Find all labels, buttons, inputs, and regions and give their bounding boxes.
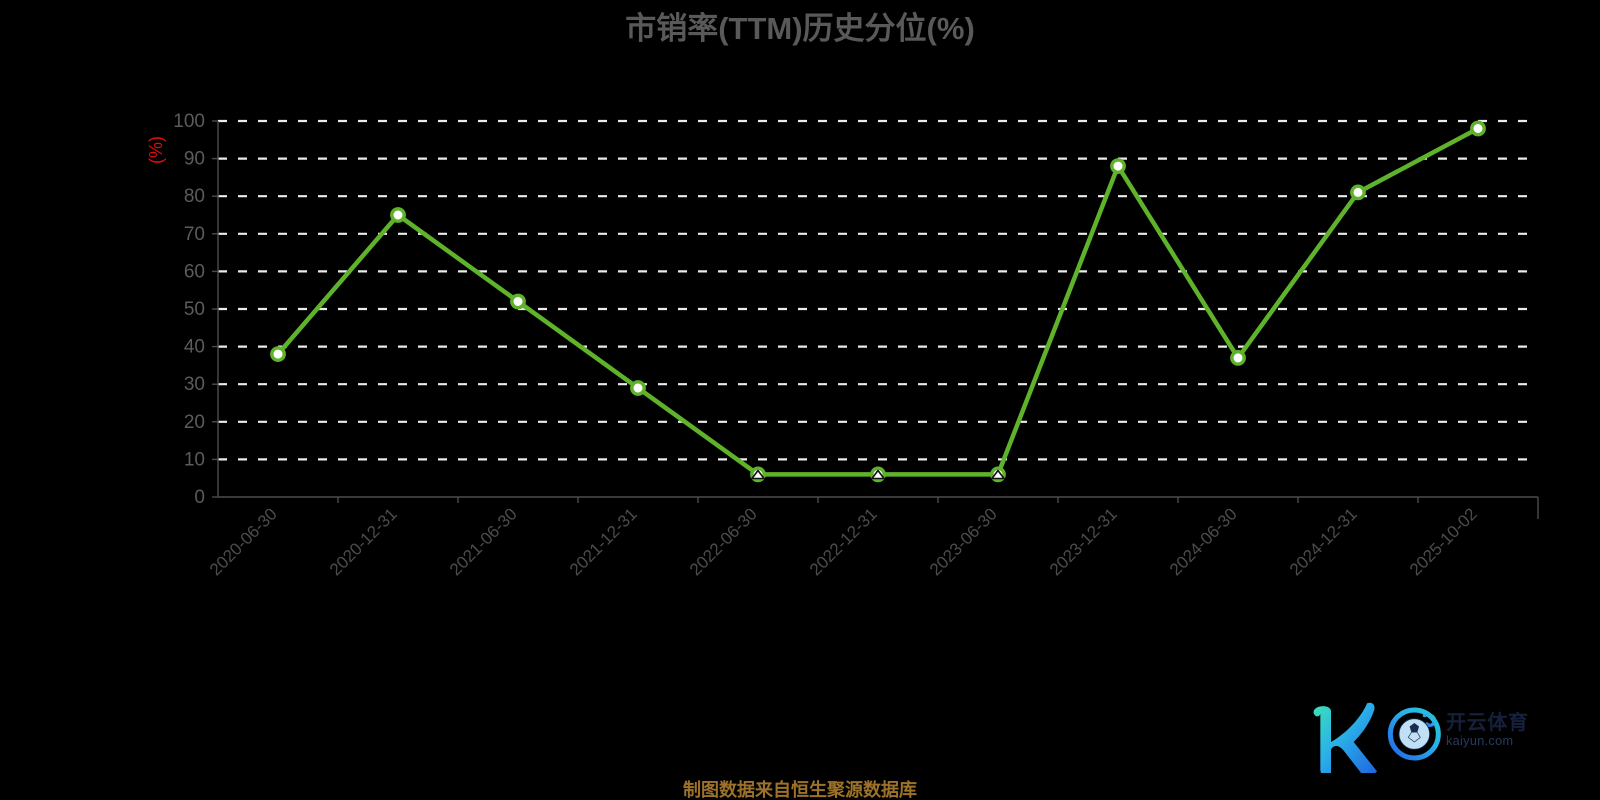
svg-text:40: 40 <box>184 337 205 358</box>
svg-text:60: 60 <box>184 261 205 282</box>
svg-text:2022-12-31: 2022-12-31 <box>806 504 881 579</box>
svg-text:2025-10-02: 2025-10-02 <box>1406 504 1481 579</box>
svg-text:2023-12-31: 2023-12-31 <box>1046 504 1121 579</box>
svg-text:2023-06-30: 2023-06-30 <box>926 504 1001 579</box>
svg-text:2020-12-31: 2020-12-31 <box>326 504 401 579</box>
svg-text:80: 80 <box>184 186 205 207</box>
svg-text:2022-06-30: 2022-06-30 <box>686 504 761 579</box>
svg-text:90: 90 <box>184 149 205 170</box>
svg-text:20: 20 <box>184 412 205 433</box>
svg-text:2024-06-30: 2024-06-30 <box>1166 504 1241 579</box>
svg-text:(%): (%) <box>146 136 166 164</box>
svg-text:2021-06-30: 2021-06-30 <box>446 504 521 579</box>
svg-text:100: 100 <box>173 111 205 132</box>
svg-text:0: 0 <box>194 487 205 508</box>
svg-text:10: 10 <box>184 449 205 470</box>
svg-text:开云体育: 开云体育 <box>1446 710 1529 734</box>
svg-text:2021-12-31: 2021-12-31 <box>566 504 641 579</box>
svg-text:70: 70 <box>184 224 205 245</box>
svg-text:kaiyun.com: kaiyun.com <box>1446 734 1513 748</box>
svg-text:30: 30 <box>184 374 205 395</box>
svg-text:2024-12-31: 2024-12-31 <box>1286 504 1361 579</box>
svg-text:50: 50 <box>184 299 205 320</box>
svg-text:2020-06-30: 2020-06-30 <box>206 504 281 579</box>
